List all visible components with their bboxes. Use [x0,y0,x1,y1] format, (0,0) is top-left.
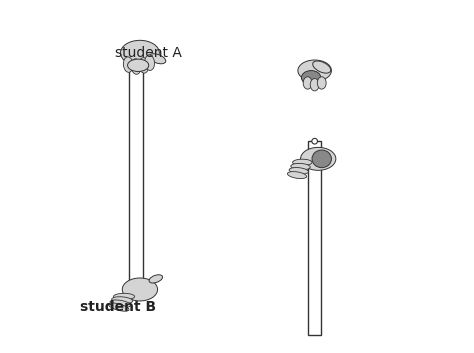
Ellipse shape [310,78,319,91]
Ellipse shape [301,148,336,170]
Ellipse shape [145,55,155,70]
Ellipse shape [313,61,331,73]
Ellipse shape [110,300,131,307]
Ellipse shape [149,275,163,283]
Ellipse shape [292,159,312,166]
Ellipse shape [312,150,331,168]
Ellipse shape [123,57,133,72]
Ellipse shape [291,163,310,170]
Text: student A: student A [115,46,182,60]
Ellipse shape [112,297,133,303]
Text: student B: student B [80,300,156,314]
Ellipse shape [149,54,166,64]
Ellipse shape [287,172,307,179]
Ellipse shape [128,59,149,71]
Ellipse shape [303,77,312,89]
Bar [129,67,144,282]
Ellipse shape [289,168,309,174]
Ellipse shape [113,293,135,300]
Circle shape [312,138,318,144]
Bar [309,141,321,335]
Ellipse shape [109,303,129,311]
Ellipse shape [301,71,321,85]
Ellipse shape [131,59,141,74]
Ellipse shape [139,58,149,73]
Ellipse shape [120,40,159,66]
Ellipse shape [317,77,326,89]
Ellipse shape [298,60,331,81]
Ellipse shape [122,278,157,301]
